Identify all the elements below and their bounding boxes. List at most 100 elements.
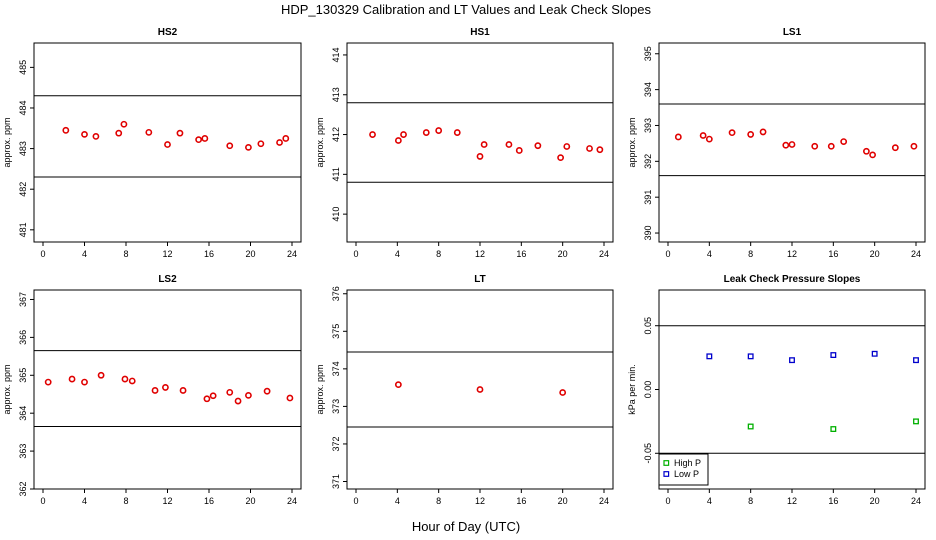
y-tick-label: 393 <box>643 118 653 133</box>
data-point-low-p <box>789 357 795 364</box>
data-point <box>92 133 100 140</box>
y-tick-label: 410 <box>331 207 341 222</box>
data-point <box>115 129 123 137</box>
data-point <box>782 141 790 149</box>
x-tick-label: 16 <box>828 249 838 259</box>
data-point-high-p <box>913 418 919 425</box>
x-tick-label: 8 <box>123 496 128 506</box>
data-point <box>245 143 252 151</box>
x-tick-label: 20 <box>870 249 880 259</box>
x-tick-label: 12 <box>787 249 797 259</box>
data-point <box>476 386 484 393</box>
data-point <box>162 384 169 391</box>
data-point <box>453 129 461 136</box>
data-point <box>245 391 252 399</box>
x-tick-label: 24 <box>287 249 297 259</box>
x-tick-label: 12 <box>162 496 172 506</box>
data-point <box>234 397 242 405</box>
x-tick-label: 4 <box>707 249 712 259</box>
data-point <box>400 131 407 138</box>
y-tick-label: 482 <box>18 182 28 197</box>
data-point <box>120 120 128 128</box>
y-tick-label: 363 <box>18 444 28 459</box>
data-point <box>891 144 899 152</box>
x-tick-label: 8 <box>123 249 128 259</box>
y-tick-label: 391 <box>643 190 653 205</box>
y-tick-label: 375 <box>331 324 341 339</box>
x-tick-label: 12 <box>787 496 797 506</box>
data-point <box>534 142 542 150</box>
data-point <box>81 378 88 386</box>
legend-marker <box>663 460 670 466</box>
data-point-low-p <box>747 353 754 360</box>
data-point <box>97 371 105 379</box>
data-point <box>476 153 484 160</box>
x-tick-label: 12 <box>475 249 485 259</box>
y-axis-label: approx. ppm <box>2 117 12 167</box>
panel-title: HS2 <box>158 27 178 38</box>
y-tick-label: 366 <box>18 330 28 345</box>
y-tick-label: 364 <box>18 406 28 421</box>
data-point <box>276 139 283 146</box>
x-tick-label: 20 <box>558 249 568 259</box>
x-tick-label: 0 <box>665 249 670 259</box>
data-point <box>128 377 136 385</box>
data-point <box>209 392 217 400</box>
data-point <box>282 135 290 142</box>
x-tick-label: 8 <box>748 496 753 506</box>
data-point <box>68 375 76 383</box>
y-tick-label: 392 <box>643 154 653 169</box>
x-tick-label: 0 <box>665 496 670 506</box>
x-tick-label: 20 <box>870 496 880 506</box>
y-axis-label: approx. ppm <box>2 364 12 414</box>
panel-title: LT <box>474 274 485 285</box>
data-point <box>286 394 294 402</box>
x-tick-label: 16 <box>516 496 526 506</box>
data-point <box>121 375 129 383</box>
x-tick-label: 4 <box>707 496 712 506</box>
x-tick-label: 16 <box>516 249 526 259</box>
y-tick-label: 483 <box>18 141 28 156</box>
panel-4: LS2 0 4 8 12 16 20 24 362 363 364 365 366 367 approx. … <box>2 274 302 506</box>
x-tick-label: 4 <box>395 496 400 506</box>
data-point <box>811 142 819 150</box>
x-tick-label: 20 <box>245 496 255 506</box>
y-tick-label: 362 <box>18 481 28 496</box>
y-tick-label: 414 <box>331 47 341 62</box>
x-tick-label: 24 <box>911 249 921 259</box>
legend-box <box>658 453 709 486</box>
data-point <box>559 389 567 396</box>
data-point <box>910 142 918 150</box>
legend-label: Low P <box>674 469 699 479</box>
data-point <box>705 135 713 143</box>
x-tick-label: 16 <box>204 249 214 259</box>
data-point <box>176 129 184 137</box>
data-point <box>263 387 271 395</box>
figure-title: HDP_130329 Calibration and LT Values and… <box>281 2 652 17</box>
data-point <box>505 141 513 148</box>
panel-5: LT 0 4 8 12 16 20 24 371 372 373 374 375 376 approx. p… <box>315 274 614 506</box>
data-point <box>699 132 707 139</box>
panel-1: HS2 0 4 8 12 16 20 24 481 482 483 484 485 approx. ppm <box>2 27 302 259</box>
data-point <box>480 141 488 148</box>
data-point <box>840 138 848 146</box>
plot-frame <box>346 42 614 243</box>
y-tick-label: 413 <box>331 87 341 102</box>
y-tick-label: 367 <box>18 292 28 307</box>
data-point <box>869 151 876 159</box>
x-tick-label: 4 <box>82 249 87 259</box>
x-tick-label: 24 <box>287 496 297 506</box>
panel-title: Leak Check Pressure Slopes <box>724 274 861 285</box>
y-tick-label: 0.05 <box>643 317 653 335</box>
data-point <box>759 128 767 136</box>
data-point <box>195 136 203 144</box>
data-point <box>557 154 564 162</box>
data-point <box>226 388 234 396</box>
data-point-high-p <box>747 423 754 430</box>
y-axis-label: kPa per min. <box>627 364 637 415</box>
x-tick-label: 12 <box>162 249 172 259</box>
x-tick-label: 12 <box>475 496 485 506</box>
data-point <box>44 378 52 386</box>
